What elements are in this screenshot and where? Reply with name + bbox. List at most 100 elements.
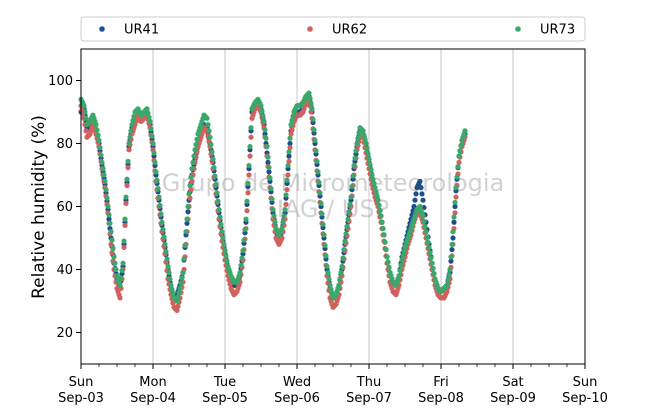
data-point xyxy=(399,257,405,263)
data-point xyxy=(123,200,129,206)
data-point xyxy=(351,162,357,169)
data-point xyxy=(210,156,216,162)
data-point xyxy=(397,267,403,274)
data-point xyxy=(327,282,333,288)
x-axis: SunSep-03MonSep-04TueSep-05WedSep-06ThuS… xyxy=(58,364,608,406)
data-point xyxy=(193,141,199,148)
data-point xyxy=(258,103,264,109)
data-point xyxy=(265,154,271,160)
data-point xyxy=(429,260,435,266)
data-point xyxy=(316,179,322,185)
data-point xyxy=(248,125,254,131)
data-point xyxy=(271,213,277,219)
data-point xyxy=(398,262,404,268)
data-point xyxy=(179,275,185,281)
data-point xyxy=(129,122,135,128)
data-point xyxy=(122,222,128,228)
data-point xyxy=(109,250,115,256)
data-point xyxy=(337,276,343,282)
data-point xyxy=(224,258,230,264)
data-point xyxy=(174,307,180,314)
data-point xyxy=(184,220,190,226)
data-point xyxy=(153,169,159,175)
data-point xyxy=(157,202,163,209)
data-point xyxy=(145,110,151,116)
data-point xyxy=(160,227,166,233)
data-point xyxy=(286,158,292,164)
data-point xyxy=(418,185,424,191)
data-point xyxy=(462,128,468,134)
data-series xyxy=(78,90,468,314)
data-point xyxy=(83,128,89,134)
data-point xyxy=(309,106,315,112)
data-point xyxy=(363,140,369,147)
data-point xyxy=(217,214,223,220)
data-point xyxy=(451,219,457,225)
data-point xyxy=(94,127,100,133)
data-point xyxy=(354,140,360,147)
data-point xyxy=(270,207,276,213)
data-point xyxy=(285,172,291,178)
data-point xyxy=(156,194,162,200)
data-point xyxy=(120,260,126,266)
data-point xyxy=(345,216,351,222)
data-point xyxy=(239,255,245,261)
data-point xyxy=(378,213,384,219)
data-point xyxy=(169,286,175,293)
data-point xyxy=(288,122,294,128)
data-point xyxy=(377,208,383,214)
data-point xyxy=(336,282,342,288)
data-point xyxy=(287,140,293,147)
data-point xyxy=(218,221,224,227)
data-point xyxy=(376,202,382,209)
data-point xyxy=(263,135,269,141)
data-point xyxy=(181,256,187,262)
data-point xyxy=(396,273,402,279)
data-point xyxy=(323,253,329,259)
data-point xyxy=(448,254,454,260)
data-point xyxy=(177,285,183,291)
data-point xyxy=(325,270,331,276)
data-point xyxy=(453,194,459,200)
x-tick-label: Sun xyxy=(573,375,598,390)
data-point xyxy=(281,213,287,219)
data-point xyxy=(219,229,225,235)
data-point xyxy=(362,136,368,142)
data-point xyxy=(247,144,253,150)
data-point xyxy=(214,190,220,196)
data-point xyxy=(113,266,119,273)
x-tick-date: Sep-08 xyxy=(418,391,464,406)
data-point xyxy=(161,234,167,240)
data-point xyxy=(108,241,114,247)
data-point xyxy=(109,237,115,243)
data-point xyxy=(284,187,290,193)
data-point xyxy=(282,207,288,213)
data-point xyxy=(205,122,211,128)
data-point xyxy=(121,238,127,244)
data-point xyxy=(81,103,87,109)
data-point xyxy=(320,221,326,227)
data-point xyxy=(126,140,132,147)
data-point xyxy=(401,249,407,255)
data-point xyxy=(287,135,293,141)
data-point xyxy=(372,185,378,191)
x-tick-date: Sep-05 xyxy=(202,391,248,406)
vertical-grid xyxy=(152,49,514,364)
y-tick-label: 60 xyxy=(56,200,73,215)
data-point xyxy=(314,158,320,164)
data-point xyxy=(117,282,123,288)
data-point xyxy=(147,118,153,125)
data-point xyxy=(383,246,389,253)
data-point xyxy=(103,187,109,193)
data-point xyxy=(119,267,125,274)
data-point xyxy=(189,166,195,172)
data-point xyxy=(188,174,194,180)
data-point xyxy=(289,117,295,123)
data-point xyxy=(444,282,450,288)
data-point xyxy=(268,186,274,192)
data-point xyxy=(125,165,131,171)
data-point xyxy=(211,165,217,171)
data-point xyxy=(266,165,272,171)
data-point xyxy=(341,246,347,253)
legend-marker-UR73 xyxy=(515,26,521,32)
